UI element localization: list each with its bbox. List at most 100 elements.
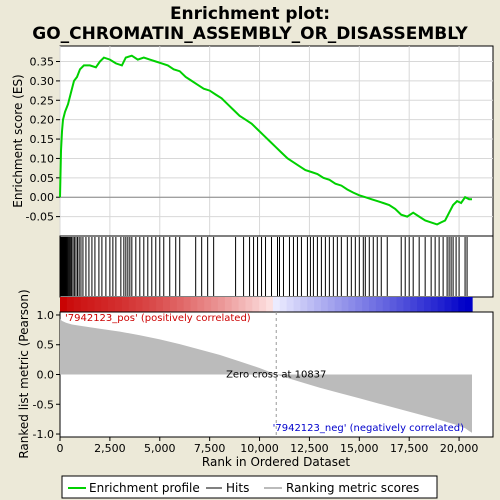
color-strip-segment	[204, 297, 212, 312]
es-panel	[59, 45, 494, 237]
es-ylabel: Enrichment score (ES)	[11, 74, 25, 207]
xtick-label: 2,500	[94, 442, 126, 455]
xtick-label: 5,000	[144, 442, 176, 455]
color-strip-segment	[334, 297, 343, 312]
color-strip-segment	[341, 297, 350, 312]
color-strip-segment	[142, 297, 150, 312]
color-strip-segment	[348, 297, 356, 312]
color-strip-segment	[327, 297, 336, 312]
color-strip-segment	[135, 297, 144, 312]
color-strip-segment	[451, 297, 459, 312]
es-ytick-label: 0.10	[30, 152, 55, 165]
color-strip-segment	[314, 297, 322, 312]
ranking-ytick-label: 1.0	[37, 309, 55, 322]
color-strip-segment	[190, 297, 198, 312]
xtick-label: 15,000	[340, 442, 379, 455]
es-ytick-label: 0.20	[30, 114, 55, 127]
color-strip-segment	[156, 297, 164, 312]
es-ytick-label: 0.25	[30, 94, 55, 107]
color-strip-segment	[238, 297, 247, 312]
color-strip-segment	[128, 297, 137, 312]
color-strip-segment	[163, 297, 171, 312]
color-strip-segment	[94, 297, 102, 312]
color-strip-segment	[320, 297, 329, 312]
color-strip-segment	[423, 297, 432, 312]
legend-box	[61, 475, 438, 499]
color-strip-segment	[224, 297, 233, 312]
xtick-label: 0	[57, 442, 64, 455]
color-strip-segment	[259, 297, 267, 312]
ranking-ytick-label: -0.5	[33, 398, 54, 411]
color-strip-segment	[369, 297, 377, 312]
legend-label-hits: Hits	[226, 481, 249, 495]
enrichment-profile-line	[59, 54, 472, 226]
color-strip-segment	[375, 297, 384, 312]
color-strip-segment	[169, 297, 178, 312]
es-ytick-label: 0.30	[30, 75, 55, 88]
ranking-ytick-label: 0.5	[37, 339, 55, 352]
color-strip-segment	[231, 297, 240, 312]
es-ytick-label: 0.15	[30, 133, 55, 146]
hits-panel	[59, 235, 494, 298]
color-strip-segment	[279, 297, 288, 312]
es-ytick-label: 0.00	[30, 191, 55, 204]
xtick-label: 17,500	[390, 442, 429, 455]
color-strip-segment	[149, 297, 157, 312]
color-strip-segment	[66, 297, 75, 312]
ranking-ytick-label: -1.0	[33, 428, 54, 441]
color-strip-segment	[417, 297, 425, 312]
color-strip-segment	[396, 297, 404, 312]
color-strip-segment	[114, 297, 123, 312]
color-strip-segment	[197, 297, 205, 312]
color-strip-segment	[272, 297, 281, 312]
color-strip-segment	[300, 297, 308, 312]
color-strip-segment	[266, 297, 274, 312]
color-strip-segment	[80, 297, 89, 312]
color-strip-segment	[293, 297, 301, 312]
ranking-ylabel: Ranked list metric (Pearson)	[17, 289, 31, 458]
color-strip-segment	[458, 297, 466, 312]
color-strip-segment	[211, 297, 219, 312]
color-strip-segment	[176, 297, 185, 312]
es-ytick-label: 0.05	[30, 172, 55, 185]
positive-label: '7942123_pos' (positively correlated)	[65, 313, 251, 324]
zero-cross-label: Zero cross at 10837	[226, 370, 326, 381]
color-strip-segment	[217, 297, 226, 312]
chart-title-line2: GO_CHROMATIN_ASSEMBLY_OR_DISASSEMBLY	[32, 24, 468, 44]
ranking-ytick-label: 0.0	[37, 369, 55, 382]
es-ytick-label: -0.05	[26, 211, 54, 224]
xtick-label: 7,500	[194, 442, 226, 455]
color-strip-segment	[60, 297, 68, 312]
color-strip-segment	[108, 297, 116, 312]
color-strip-segment	[252, 297, 260, 312]
color-strip-segment	[73, 297, 82, 312]
color-strip-segment	[362, 297, 370, 312]
color-strip-segment	[403, 297, 411, 312]
color-strip-segment	[101, 297, 109, 312]
chart-title-line1: Enrichment plot:	[170, 4, 330, 24]
ranking-metric-area	[60, 319, 472, 433]
negative-label: '7942123_neg' (negatively correlated)	[273, 423, 464, 434]
color-strip-segment	[355, 297, 363, 312]
legend-label-enrichment: Enrichment profile	[89, 481, 200, 495]
xaxis-label: Rank in Ordered Dataset	[202, 455, 350, 469]
xtick-label: 10,000	[240, 442, 279, 455]
color-strip-segment	[430, 297, 439, 312]
color-strip-segment	[307, 297, 315, 312]
color-strip-segment	[183, 297, 192, 312]
ranked-color-strip	[60, 297, 473, 312]
es-ytick-label: 0.35	[30, 56, 55, 69]
color-strip-segment	[444, 297, 453, 312]
color-strip-segment	[87, 297, 95, 312]
xtick-label: 12,500	[290, 442, 329, 455]
legend-label-ranking: Ranking metric scores	[286, 481, 419, 495]
color-strip-segment	[389, 297, 398, 312]
color-strip-segment	[437, 297, 446, 312]
color-strip-segment	[121, 297, 130, 312]
xtick-label: 20,000	[440, 442, 479, 455]
color-strip-segment	[286, 297, 295, 312]
color-strip-segment	[245, 297, 253, 312]
color-strip-segment	[382, 297, 391, 312]
color-strip-segment	[465, 297, 473, 312]
